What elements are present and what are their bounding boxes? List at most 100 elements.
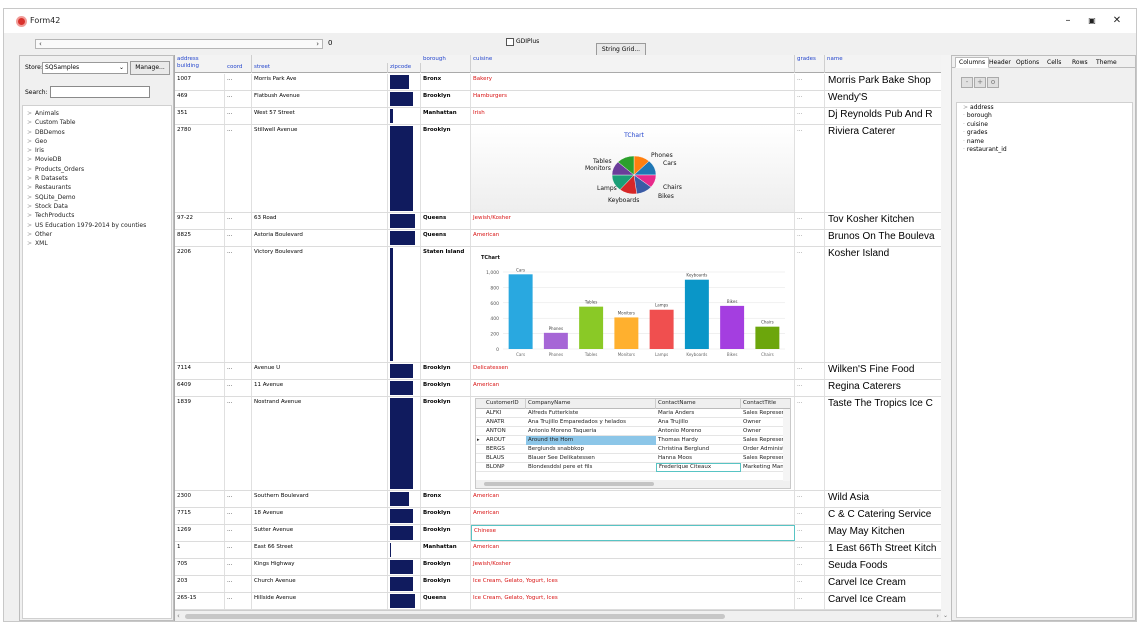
header-zipcode[interactable]: zipcode [388,63,421,73]
customers-column-header[interactable]: ContactTitle [741,399,791,409]
manage-button[interactable]: Manage... [130,61,170,75]
customers-cell[interactable]: Owner [743,419,761,425]
expand-icon[interactable]: > [27,184,33,192]
grades-cell[interactable]: ... [795,593,825,609]
header-name[interactable]: name [827,56,843,62]
grades-cell[interactable]: ... [795,576,825,592]
customers-cell[interactable]: Around the Horn [526,436,656,445]
scroll-down-icon[interactable]: ⌄ [943,612,949,619]
expand-icon[interactable]: · [963,120,965,128]
grades-cell[interactable]: ... [795,380,825,396]
customers-cell[interactable]: Antonio Moreno Taqueria [528,428,597,434]
search-input[interactable] [50,86,150,98]
customers-cell[interactable]: Christina Berglund [658,446,710,452]
grades-cell[interactable]: ... [795,74,825,90]
gdiplus-checkbox[interactable] [506,38,514,46]
table-row[interactable]: 6409... 11 Avenue Brooklyn American... Regin… [175,380,941,397]
grid-vertical-scrollbar[interactable]: ⌄ [941,55,951,621]
scroll-thumb[interactable] [484,482,654,486]
tab-rows[interactable]: Rows [1072,59,1088,66]
customers-column-header[interactable]: CompanyName [526,399,656,409]
store-select[interactable]: SQSamples ⌄ [42,62,128,74]
customers-cell[interactable]: Owner [743,428,761,434]
expand-icon[interactable]: > [27,147,33,155]
customers-column-header[interactable]: ContactName [656,399,741,409]
customers-cell[interactable]: Alfreds Futterkiste [528,410,579,416]
grades-cell[interactable]: ... [795,108,825,124]
table-row[interactable]: 351... West 57 Street Manhattan Irish... Dj … [175,108,941,125]
table-row[interactable]: 469... Flatbush Avenue Brooklyn Hamburgers.… [175,91,941,108]
expand-icon[interactable]: > [27,175,33,183]
customers-vscroll[interactable] [783,409,790,481]
customers-cell[interactable]: Ana Trujillo Emparedados y helados [528,419,626,425]
grades-cell[interactable]: ... [795,247,825,362]
header-address[interactable]: address building [175,55,252,73]
coord-cell[interactable]: ... [225,508,252,524]
table-row[interactable]: 1269... Sutter Avenue Brooklyn Chinese... Ma… [175,525,941,542]
customers-cell[interactable]: Blondesddsl pere et fils [528,464,593,470]
tree-item[interactable]: > Custom Table [23,118,171,127]
scroll-thumb[interactable] [185,614,725,619]
tab-columns[interactable]: Columns [955,57,990,68]
customers-cell[interactable]: Sales Represen [743,410,786,416]
customers-cell[interactable]: Sales Represen [743,455,786,461]
table-row[interactable]: 7114... Avenue U Brooklyn Delicatessen... Wi… [175,363,941,380]
tab-cells[interactable]: Cells [1047,59,1062,66]
expand-icon[interactable]: > [27,165,33,173]
expand-icon[interactable]: · [963,145,965,153]
grades-cell[interactable]: ... [795,213,825,229]
customers-cell[interactable]: Berglunds snabbkop [528,446,584,452]
tree-item[interactable]: > Other [23,230,171,239]
coord-cell[interactable]: ... [225,559,252,575]
tree-item[interactable]: > Products_Orders [23,165,171,174]
tree-item[interactable]: > US Education 1979-2014 by counties [23,221,171,230]
customers-row[interactable]: BLONP Blondesddsl pere et fils Frederique … [476,463,790,472]
scroll-left-icon[interactable]: ‹ [177,612,180,620]
expand-icon[interactable]: > [963,104,969,111]
tree-item[interactable]: > R Datasets [23,174,171,183]
coord-cell[interactable]: ... [225,247,252,362]
column-tree-item[interactable]: · name [957,138,1132,146]
table-row[interactable]: 2206... Victory Boulevard Staten Island TCh… [175,247,941,363]
table-row[interactable]: 8825... Astoria Boulevard Queens American..… [175,230,941,247]
coord-cell[interactable]: ... [225,491,252,507]
grades-cell[interactable]: ... [795,363,825,379]
table-row[interactable]: 97-22... 63 Road Queens Jewish/Kosher... Tov… [175,213,941,230]
column-tree-item[interactable]: > address [957,104,1132,112]
coord-cell[interactable]: ... [225,91,252,107]
grades-cell[interactable]: ... [795,525,825,541]
customers-hscroll[interactable] [476,480,790,488]
scroll-left-icon[interactable]: ‹ [39,40,42,48]
customers-cell[interactable]: ANATR [486,419,505,425]
customers-column-header[interactable]: CustomerID [484,399,526,409]
expand-icon[interactable]: · [963,129,965,137]
customers-cell[interactable]: Hanna Moos [658,455,692,461]
table-row[interactable]: 203... Church Avenue Brooklyn Ice Cream, Ge… [175,576,941,593]
expand-icon[interactable]: > [27,230,33,238]
table-row[interactable]: 7715... 18 Avenue Brooklyn American... C & C… [175,508,941,525]
tree-item[interactable]: > TechProducts [23,211,171,220]
coord-cell[interactable]: ... [225,125,252,212]
tree-item[interactable]: > SQLite_Demo [23,193,171,202]
customers-cell[interactable]: Sales Represen [743,437,786,443]
coord-cell[interactable]: ... [225,108,252,124]
table-row[interactable]: 705... Kings Highway Brooklyn Jewish/Kosher… [175,559,941,576]
grades-cell[interactable]: ... [795,125,825,212]
tree-item[interactable]: > DBDemos [23,128,171,137]
expand-icon[interactable]: > [27,137,33,145]
table-row[interactable]: 2780... Stillwell Avenue Brooklyn TChart Tab… [175,125,941,213]
scroll-right-icon[interactable]: › [316,40,319,48]
column-tree-item[interactable]: · restaurant_id [957,146,1132,154]
coord-cell[interactable]: ... [225,230,252,246]
table-row[interactable]: 1007... Morris Park Ave Bronx Bakery... Morr… [175,74,941,91]
coord-cell[interactable]: ... [225,525,252,541]
remove-column-button[interactable]: - [961,77,973,88]
coord-cell[interactable]: ... [225,213,252,229]
grades-cell[interactable]: ... [795,230,825,246]
tab-header[interactable]: Header [989,59,1011,66]
customers-cell[interactable]: ALFKI [486,410,502,416]
expand-icon[interactable]: > [27,240,33,248]
column-options-button[interactable]: o [987,77,999,88]
header-borough[interactable]: borough [421,55,471,73]
expand-icon[interactable]: > [27,119,33,127]
